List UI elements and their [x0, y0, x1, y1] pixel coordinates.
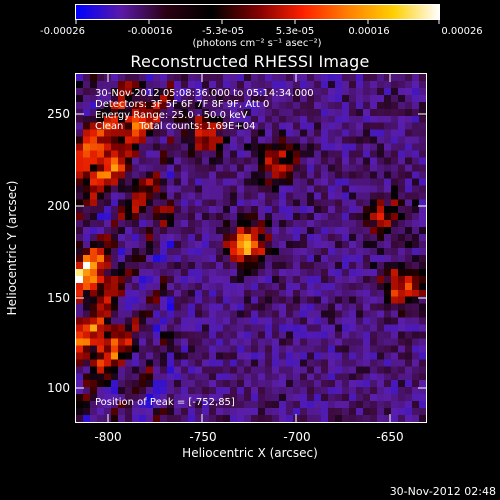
x-tick-label: -650 [376, 430, 404, 444]
detectors-text: Detectors: 3F 5F 6F 7F 8F 9F, Att 0 [95, 99, 270, 110]
y-tick-label: 100 [47, 381, 70, 395]
colorbar-tick-label: -0.00026 [40, 26, 85, 37]
rhessi-image-map [76, 74, 426, 422]
footer-timestamp: 30-Nov-2012 02:48 [389, 485, 496, 498]
plot-frame [75, 73, 427, 423]
y-tick-label: 200 [47, 199, 70, 213]
colorbar-tick-label: -5.3e-05 [202, 26, 244, 37]
y-tick-label: 250 [47, 107, 70, 121]
y-tick-label: 150 [47, 291, 70, 305]
energy-range-text: Energy Range: 25.0 - 50.0 keV [95, 110, 248, 121]
clean-counts-text: Clean Total counts: 1.69E+04 [95, 121, 256, 132]
peak-position-text: Position of Peak = [-752,85] [95, 397, 235, 408]
image-title: Reconstructed RHESSI Image [130, 52, 370, 71]
x-tick-label: -800 [94, 430, 122, 444]
colorbar-tick-label: 0.00016 [348, 26, 390, 37]
colorbar-tick-label: 5.3e-05 [275, 26, 315, 37]
colorbar-tick-label: -0.00016 [127, 26, 173, 37]
x-axis-label: Heliocentric X (arcsec) [182, 446, 318, 460]
y-axis-label: Heliocentric Y (arcsec) [5, 180, 19, 316]
colorbar-units: (photons cm⁻² s⁻¹ asec⁻²) [192, 38, 322, 49]
x-tick-label: -750 [189, 430, 217, 444]
x-tick-label: -700 [283, 430, 311, 444]
time-range-text: 30-Nov-2012 05:08:36.000 to 05:14:34.000 [95, 88, 314, 99]
colorbar-tick-label: 0.00026 [441, 26, 483, 37]
colorbar [75, 4, 440, 20]
